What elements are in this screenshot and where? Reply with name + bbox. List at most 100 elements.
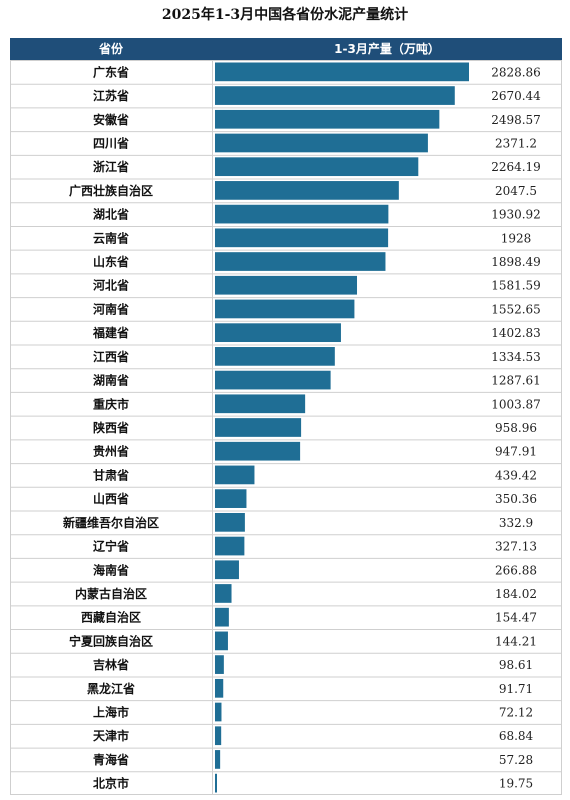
- bar: [215, 773, 217, 793]
- bar: [215, 631, 228, 651]
- bar: [215, 181, 399, 200]
- value-label: 1581.59: [491, 279, 541, 293]
- bar: [215, 252, 386, 271]
- value-label: 2371.2: [495, 136, 537, 150]
- category-label: 陕西省: [93, 420, 129, 435]
- value-label: 144.21: [495, 634, 537, 648]
- bar: [215, 750, 221, 769]
- category-label: 四川省: [93, 135, 129, 150]
- category-label: 黑龙江省: [87, 681, 135, 696]
- bar: [215, 489, 247, 508]
- bar: [215, 441, 301, 461]
- category-label: 江苏省: [93, 88, 129, 103]
- bar: [215, 323, 341, 343]
- value-label: 2498.57: [491, 113, 541, 127]
- category-label: 海南省: [93, 562, 129, 577]
- bar: [215, 299, 355, 319]
- value-label: 2828.86: [491, 65, 541, 79]
- value-label: 1898.49: [491, 255, 541, 269]
- value-label: 1287.61: [491, 374, 541, 388]
- category-label: 甘肃省: [93, 467, 129, 482]
- value-label: 1402.83: [491, 326, 541, 340]
- value-label: 958.96: [495, 421, 537, 435]
- value-label: 1552.65: [491, 302, 541, 316]
- value-label: 68.84: [499, 729, 534, 743]
- category-label: 广西壮族自治区: [69, 183, 153, 198]
- value-label: 91.71: [499, 682, 533, 696]
- value-label: 184.02: [495, 587, 537, 601]
- bar: [215, 133, 428, 153]
- category-label: 天津市: [93, 728, 129, 743]
- bar: [215, 536, 245, 556]
- category-label: 青海省: [93, 752, 129, 767]
- bar: [215, 86, 455, 105]
- value-label: 332.9: [499, 516, 533, 530]
- table-header: 省份 1-3月产量（万吨）: [10, 38, 562, 60]
- bar: [215, 607, 229, 627]
- category-label: 山西省: [93, 491, 129, 506]
- category-label: 湖南省: [93, 373, 129, 388]
- table-border: [10, 60, 562, 795]
- category-label: 北京市: [93, 776, 129, 791]
- category-label: 浙江省: [93, 159, 129, 174]
- value-label: 2264.19: [491, 160, 541, 174]
- category-label: 山东省: [93, 254, 129, 269]
- bar: [215, 370, 331, 390]
- category-label: 上海市: [93, 705, 129, 720]
- bar: [215, 512, 245, 532]
- category-label: 吉林省: [93, 657, 129, 672]
- value-label: 98.61: [499, 658, 533, 672]
- bar: [215, 228, 389, 248]
- value-label: 1930.92: [491, 208, 541, 222]
- value-label: 947.91: [495, 445, 537, 459]
- value-label: 2670.44: [491, 89, 541, 103]
- category-label: 福建省: [92, 325, 129, 340]
- bar: [215, 465, 255, 485]
- bar: [215, 204, 389, 224]
- bar: [215, 584, 232, 603]
- category-label: 湖北省: [93, 207, 129, 222]
- category-label: 广东省: [93, 64, 129, 79]
- value-label: 1003.87: [491, 397, 541, 411]
- bar: [215, 109, 440, 129]
- category-label: 江西省: [93, 349, 129, 364]
- category-label: 宁夏回族自治区: [69, 633, 153, 648]
- value-label: 72.12: [499, 706, 533, 720]
- category-label: 重庆市: [93, 396, 129, 411]
- value-label: 1928: [501, 231, 532, 245]
- chart-table: 广东省 2828.86 江苏省 2670.44 安徽省 2498.57 四川省 2371.2 浙…: [10, 60, 562, 795]
- bar: [215, 655, 224, 674]
- bar: [215, 678, 224, 698]
- value-label: 19.75: [499, 777, 533, 791]
- bar: [215, 275, 358, 295]
- category-label: 安徽省: [93, 112, 129, 127]
- value-label: 154.47: [495, 611, 537, 625]
- value-label: 57.28: [499, 753, 533, 767]
- category-label: 辽宁省: [93, 539, 129, 554]
- bar: [215, 418, 302, 437]
- bar: [215, 347, 335, 366]
- header-production: 1-3月产量（万吨）: [334, 42, 440, 56]
- category-label: 内蒙古自治区: [75, 586, 147, 601]
- value-label: 1334.53: [491, 350, 541, 364]
- bar: [215, 62, 469, 82]
- bar: [215, 560, 239, 580]
- value-label: 327.13: [495, 540, 537, 554]
- value-label: 266.88: [495, 563, 537, 577]
- category-label: 西藏自治区: [81, 610, 141, 625]
- bar: [215, 394, 306, 414]
- category-label: 河南省: [92, 301, 129, 316]
- bar: [215, 726, 222, 746]
- value-label: 439.42: [495, 468, 537, 482]
- page-title: 2025年1-3月中国各省份水泥产量统计: [161, 7, 409, 23]
- category-label: 云南省: [93, 230, 129, 245]
- category-label: 贵州省: [93, 444, 129, 459]
- category-label: 河北省: [92, 278, 129, 293]
- bar-chart: 广东省 2828.86 江苏省 2670.44 安徽省 2498.57 四川省 2371.2 浙…: [10, 60, 562, 795]
- value-label: 350.36: [495, 492, 537, 506]
- header-province: 省份: [98, 42, 123, 56]
- category-label: 新疆维吾尔自治区: [63, 515, 159, 530]
- value-label: 2047.5: [495, 184, 537, 198]
- bar: [215, 157, 419, 177]
- bar: [215, 702, 222, 722]
